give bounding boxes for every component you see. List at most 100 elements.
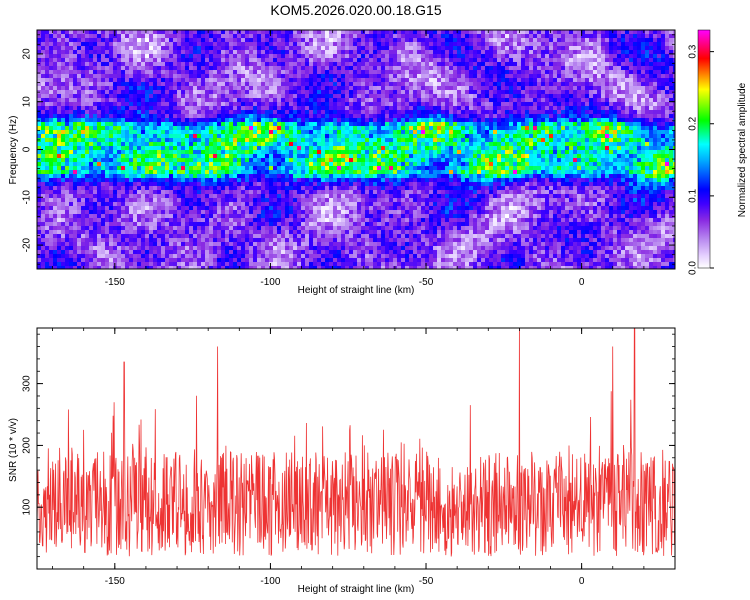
- spectrogram-cell: [333, 106, 338, 111]
- spectrogram-cell: [609, 62, 614, 67]
- spectrogram-cell: [149, 110, 154, 115]
- spectrogram-cell: [509, 114, 514, 119]
- spectrogram-cell: [49, 82, 54, 87]
- spectrogram-cell: [233, 78, 238, 83]
- spectrogram-cell: [169, 138, 174, 143]
- spectrogram-cell: [177, 98, 182, 103]
- spectrogram-cell: [445, 130, 450, 135]
- spectrogram-cell: [269, 106, 274, 111]
- spectrogram-cell: [281, 130, 286, 135]
- spectrogram-cell: [185, 42, 190, 47]
- spectrogram-cell: [125, 118, 130, 123]
- spectrogram-cell: [601, 50, 606, 55]
- spectrogram-cell: [153, 142, 158, 147]
- spectrogram-cell: [241, 102, 246, 107]
- spectrogram-cell: [113, 58, 118, 63]
- spectrogram-cell: [461, 98, 466, 103]
- spectrogram-cell: [221, 34, 226, 39]
- spectrogram-cell: [417, 86, 422, 91]
- spectrogram-cell: [525, 150, 530, 155]
- spectrogram-cell: [549, 50, 554, 55]
- spectrogram-cell: [97, 34, 102, 39]
- spectrogram-cell: [277, 138, 282, 143]
- spectrogram-cell: [429, 122, 434, 127]
- spectrogram-cell: [385, 106, 390, 111]
- spectrogram-cell: [653, 110, 658, 115]
- spectrogram-cell: [645, 118, 650, 123]
- spectrogram-cell: [497, 62, 502, 67]
- spectrogram-cell: [321, 62, 326, 67]
- spectrogram-cell: [625, 150, 630, 155]
- spectrogram-cell: [397, 110, 402, 115]
- spectrogram-cell: [281, 34, 286, 39]
- spectrogram-cell: [141, 42, 146, 47]
- spectrogram-cell: [629, 98, 634, 103]
- spectrogram-cell: [529, 118, 534, 123]
- spectrogram-cell: [553, 146, 558, 151]
- spectrogram-cell: [521, 146, 526, 151]
- spectrogram-cell: [501, 70, 506, 75]
- spectrogram-cell: [97, 82, 102, 87]
- spectrogram-cell: [57, 106, 62, 111]
- spectrogram-cell: [573, 58, 578, 63]
- spectrogram-cell: [501, 54, 506, 59]
- spectrogram-cell: [189, 58, 194, 63]
- spectrogram-cell: [333, 78, 338, 83]
- spectrogram-cell: [377, 142, 382, 147]
- spectrogram-cell: [65, 102, 70, 107]
- spectrogram-cell: [133, 146, 138, 151]
- spectrogram-cell: [541, 106, 546, 111]
- spectrogram-cell: [65, 78, 70, 83]
- spectrogram-cell: [613, 138, 618, 143]
- spectrogram-cell: [489, 70, 494, 75]
- spectrogram-cell: [269, 34, 274, 39]
- spectrogram-cell: [213, 74, 218, 79]
- spectrogram-cell: [329, 58, 334, 63]
- spectrogram-cell: [293, 78, 298, 83]
- spectrogram-cell: [241, 66, 246, 71]
- spectrogram-cell: [485, 138, 490, 143]
- spectrogram-cell: [481, 30, 486, 35]
- spectrogram-cell: [57, 50, 62, 55]
- spectrogram-cell: [609, 138, 614, 143]
- spectrogram-cell: [245, 98, 250, 103]
- spectrogram-cell: [629, 126, 634, 131]
- spectrogram-cell: [197, 146, 202, 151]
- spectrogram-cell: [605, 62, 610, 67]
- spectrogram-cell: [425, 70, 430, 75]
- spectrogram-cell: [549, 78, 554, 83]
- spectrogram-cell: [285, 74, 290, 79]
- spectrogram-cell: [657, 34, 662, 39]
- spectrogram-cell: [385, 150, 390, 155]
- spectrogram-cell: [561, 98, 566, 103]
- spectrogram-cell: [593, 46, 598, 51]
- spectrogram-cell: [517, 62, 522, 67]
- spectrogram-cell: [85, 150, 90, 155]
- spectrogram-cell: [277, 118, 282, 123]
- spectrogram-cell: [477, 38, 482, 43]
- spectrogram-cell: [597, 70, 602, 75]
- spectrogram-cell: [269, 110, 274, 115]
- spectrogram-cell: [325, 50, 330, 55]
- spectrogram-cell: [389, 70, 394, 75]
- spectrogram-cell: [169, 102, 174, 107]
- spectrogram-cell: [205, 94, 210, 99]
- spectrogram-cell: [453, 146, 458, 151]
- spectrogram-cell: [429, 126, 434, 131]
- spectrogram-cell: [169, 78, 174, 83]
- spectrogram-cell: [353, 90, 358, 95]
- spectrogram-cell: [397, 146, 402, 151]
- spectrogram-cell: [557, 46, 562, 51]
- spectrogram-cell: [661, 106, 666, 111]
- spectrogram-cell: [329, 102, 334, 107]
- spectrogram-cell: [289, 90, 294, 95]
- spectrogram-cell: [593, 82, 598, 87]
- spectrogram-cell: [97, 122, 102, 127]
- spectrogram-cell: [441, 114, 446, 119]
- spectrogram-cell: [381, 42, 386, 47]
- spectrogram-cell: [333, 86, 338, 91]
- spectrogram-cell: [113, 126, 118, 131]
- spectrogram-cell: [609, 86, 614, 91]
- spectrogram-cell: [573, 82, 578, 87]
- spectrogram-cell: [585, 134, 590, 139]
